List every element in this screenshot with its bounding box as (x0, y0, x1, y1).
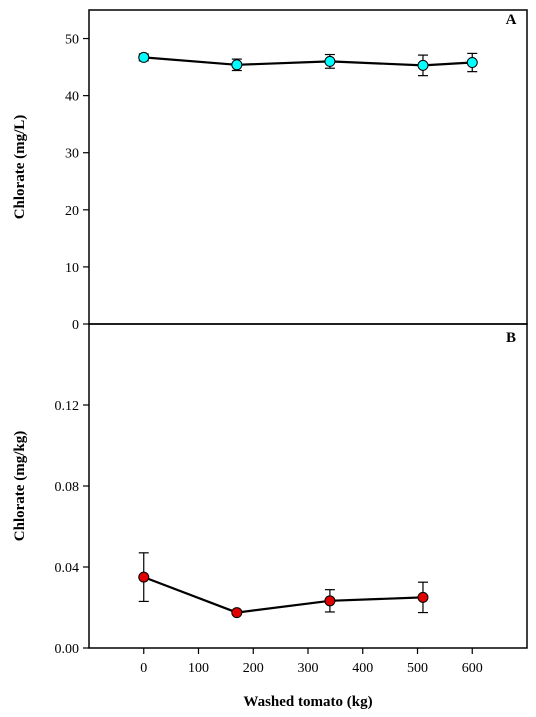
series-line-b (143, 576, 424, 614)
panel-b-label: B (506, 330, 516, 346)
y-tick-label-a: 10 (65, 261, 79, 276)
data-point-b (417, 591, 429, 603)
y-tick-label-a: 40 (65, 90, 79, 105)
y-tick-label-b: 0.08 (55, 480, 80, 495)
y-tick-label-b: 0.04 (55, 561, 80, 576)
y-tick-label-b: 0.00 (55, 642, 80, 657)
x-axis-title: Washed tomato (kg) (243, 694, 372, 710)
y-tick-label-b: 0.12 (55, 399, 80, 414)
y-tick-label-a: 0 (72, 318, 79, 333)
data-point-b (138, 571, 150, 583)
data-point-a (324, 55, 336, 67)
panel-a-axes: 0 10 20 30 40 50 (65, 33, 89, 333)
data-point-a (417, 59, 429, 71)
x-tick-label: 100 (188, 661, 209, 676)
x-tick-label: 600 (462, 661, 483, 676)
panel-b-frame (88, 323, 528, 649)
y-tick-label-a: 30 (65, 147, 79, 162)
panel-a-series (138, 51, 478, 77)
data-point-a (231, 59, 243, 71)
y-tick-label-a: 50 (65, 33, 79, 48)
panel-b-axes: 0.00 0.04 0.08 0.12 0 100 200 300 400 500 600 (55, 399, 483, 676)
x-tick-label: 300 (298, 661, 319, 676)
x-tick-label: 0 (140, 661, 147, 676)
y-tick-label-a: 20 (65, 204, 79, 219)
data-point-a (466, 57, 478, 69)
y-axis-title-b: Chlorate (mg/kg) (12, 431, 28, 541)
data-point-b (324, 595, 336, 607)
data-point-a (138, 51, 150, 63)
x-tick-label: 200 (243, 661, 264, 676)
x-tick-label: 400 (352, 661, 373, 676)
x-tick-label: 500 (407, 661, 428, 676)
panel-a-frame (88, 9, 528, 325)
data-point-b (231, 607, 243, 619)
panel-b-series (138, 552, 429, 619)
y-axis-title-a: Chlorate (mg/L) (12, 115, 28, 220)
panel-a-label: A (506, 12, 517, 28)
